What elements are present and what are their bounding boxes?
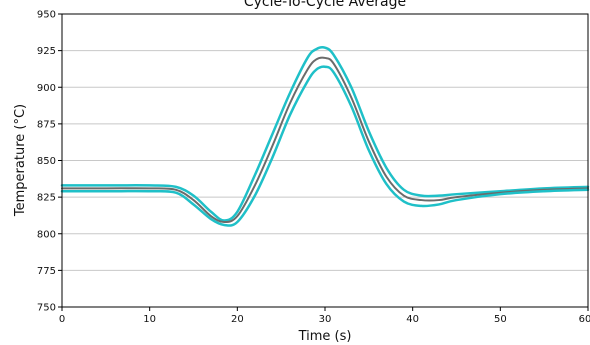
x-axis-label: Time (s) xyxy=(298,329,352,344)
y-tick-label: 900 xyxy=(37,83,56,94)
y-tick-label: 950 xyxy=(37,10,56,21)
x-axis-ticks: 0 10 20 30 40 50 60 xyxy=(59,307,590,325)
y-tick-label: 800 xyxy=(37,229,56,240)
y-axis-label: Temperature (°C) xyxy=(13,104,28,217)
y-tick-label: 875 xyxy=(37,119,56,130)
chart-title: Cycle-To-Cycle Average xyxy=(244,0,406,10)
series-line-mean xyxy=(61,56,589,224)
y-axis-ticks: 750 775 800 825 850 875 900 925 950 xyxy=(37,10,62,314)
x-tick-label: 10 xyxy=(143,314,156,325)
x-tick-label: 60 xyxy=(579,314,590,325)
y-tick-label: 925 xyxy=(37,46,56,57)
x-tick-label: 0 xyxy=(59,314,65,325)
series-group xyxy=(60,46,590,227)
series-line-lower-band xyxy=(60,65,590,227)
series-line-upper-band xyxy=(60,46,590,222)
x-tick-label: 50 xyxy=(494,314,507,325)
y-tick-label: 750 xyxy=(37,303,56,314)
x-tick-label: 40 xyxy=(406,314,419,325)
x-tick-label: 30 xyxy=(319,314,332,325)
y-tick-label: 775 xyxy=(37,266,56,277)
x-tick-label: 20 xyxy=(231,314,244,325)
y-tick-label: 850 xyxy=(37,156,56,167)
y-tick-label: 825 xyxy=(37,193,56,204)
